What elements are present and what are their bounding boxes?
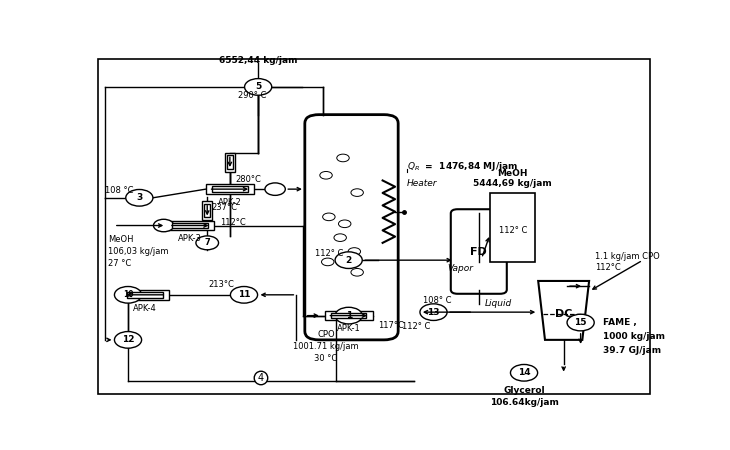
Text: 213°C: 213°C — [209, 280, 234, 289]
Text: 117°C: 117°C — [378, 321, 404, 330]
Text: 12: 12 — [122, 335, 134, 344]
Circle shape — [231, 287, 258, 303]
Circle shape — [115, 332, 142, 348]
Bar — [490, 193, 535, 262]
Bar — [325, 311, 373, 320]
Text: 108° C: 108° C — [423, 296, 452, 305]
Circle shape — [510, 364, 537, 381]
Text: 106.64kg/jam: 106.64kg/jam — [490, 398, 558, 407]
Text: 1: 1 — [345, 311, 352, 320]
Polygon shape — [538, 281, 589, 340]
Bar — [331, 313, 366, 318]
Text: Glycerol: Glycerol — [503, 386, 545, 395]
Text: 5: 5 — [255, 82, 261, 91]
Text: MeOH: MeOH — [108, 235, 134, 244]
Text: 290° C: 290° C — [238, 91, 266, 100]
Text: 15: 15 — [575, 318, 587, 327]
Circle shape — [567, 314, 594, 331]
Circle shape — [321, 258, 334, 265]
Text: 108 °C: 108 °C — [105, 186, 134, 195]
Text: 27 °C: 27 °C — [108, 259, 131, 268]
Text: 39.7 GJ/jam: 39.7 GJ/jam — [603, 346, 661, 355]
Text: 1000 kg/jam: 1000 kg/jam — [603, 332, 665, 341]
Circle shape — [334, 234, 347, 242]
Text: 237°C: 237°C — [211, 203, 237, 212]
Text: 1001.71 kg/jam: 1001.71 kg/jam — [293, 342, 359, 351]
Text: 112°C: 112°C — [595, 263, 620, 272]
Text: 3: 3 — [137, 194, 142, 202]
Circle shape — [320, 171, 332, 179]
Circle shape — [335, 252, 362, 269]
Text: APK-1: APK-1 — [337, 324, 361, 333]
Text: 13: 13 — [427, 308, 439, 317]
Text: Vapor: Vapor — [447, 264, 473, 273]
Bar — [202, 201, 212, 220]
Text: 106,03 kg/jam: 106,03 kg/jam — [108, 247, 169, 256]
Bar — [212, 186, 247, 192]
Text: 112°C: 112°C — [220, 217, 246, 226]
Bar — [172, 223, 208, 228]
Circle shape — [348, 248, 361, 255]
Text: 112° C: 112° C — [402, 321, 431, 330]
FancyBboxPatch shape — [451, 209, 507, 294]
Circle shape — [126, 189, 153, 206]
Text: FAME ,: FAME , — [603, 318, 637, 327]
Text: 6552,44 kg/jam: 6552,44 kg/jam — [219, 56, 297, 65]
Circle shape — [351, 269, 364, 276]
Bar — [127, 292, 163, 297]
Text: 1.1 kg/jam CPO: 1.1 kg/jam CPO — [595, 252, 659, 261]
Circle shape — [265, 183, 285, 195]
Text: 280°C: 280°C — [236, 175, 261, 184]
Circle shape — [339, 220, 351, 228]
Circle shape — [323, 213, 335, 220]
Text: 7: 7 — [204, 238, 210, 248]
Bar — [206, 184, 254, 194]
Text: 11: 11 — [238, 290, 250, 299]
Text: 2: 2 — [345, 256, 352, 265]
Circle shape — [335, 307, 362, 324]
Text: FD: FD — [470, 247, 487, 256]
Text: 10: 10 — [123, 290, 134, 299]
Text: 112° C: 112° C — [315, 249, 343, 258]
Circle shape — [245, 79, 272, 95]
Text: 5444,69 kg/jam: 5444,69 kg/jam — [473, 180, 552, 189]
Circle shape — [115, 287, 142, 303]
Circle shape — [420, 304, 447, 320]
Text: 30 °C: 30 °C — [315, 355, 338, 364]
Text: Heater: Heater — [407, 180, 437, 189]
FancyBboxPatch shape — [305, 115, 398, 340]
Bar — [227, 155, 233, 169]
Circle shape — [337, 154, 349, 162]
Text: 112° C: 112° C — [499, 226, 527, 235]
Circle shape — [351, 189, 364, 196]
Text: 14: 14 — [518, 368, 531, 377]
Bar — [225, 153, 235, 171]
Bar — [166, 220, 215, 230]
Text: APK-3: APK-3 — [178, 234, 202, 243]
Text: 4: 4 — [258, 373, 264, 383]
Circle shape — [153, 219, 174, 232]
Bar — [121, 290, 169, 300]
Text: DC: DC — [555, 309, 572, 319]
Text: APK-2: APK-2 — [218, 198, 242, 207]
Text: MeOH: MeOH — [497, 169, 528, 178]
Text: Liquid: Liquid — [485, 299, 512, 308]
Bar — [204, 204, 210, 217]
Text: $Q_R$  =  1476,84 MJ/jam: $Q_R$ = 1476,84 MJ/jam — [407, 160, 518, 173]
Text: APK-4: APK-4 — [133, 304, 157, 313]
Text: CPO: CPO — [318, 330, 335, 339]
Circle shape — [196, 236, 218, 250]
